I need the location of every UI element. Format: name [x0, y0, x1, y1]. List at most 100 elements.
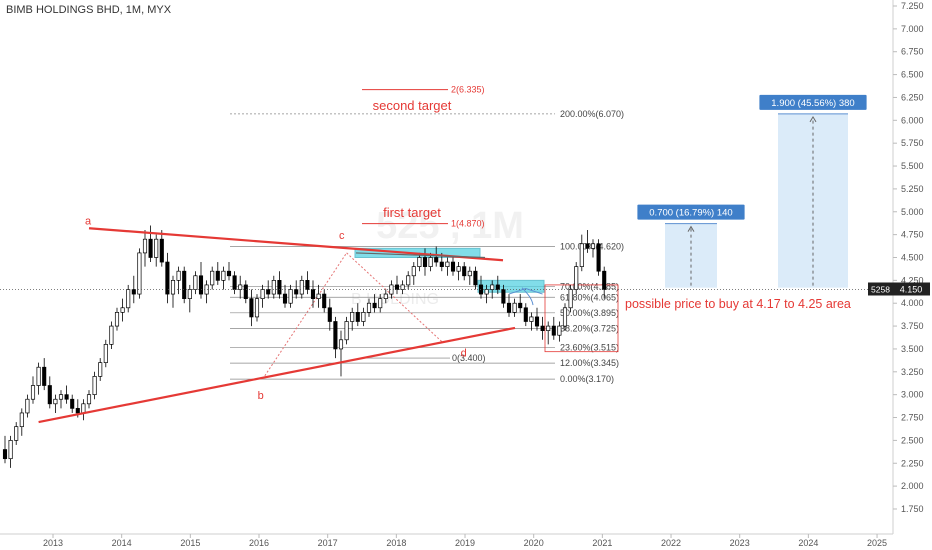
candle-body	[271, 280, 276, 295]
x-tick-label: 2018	[386, 538, 406, 548]
candle-body	[142, 238, 148, 254]
candle-body	[512, 302, 517, 313]
ticker-label: 5258	[871, 284, 890, 294]
y-tick-label: 3.250	[901, 367, 924, 377]
candle-body	[355, 312, 360, 322]
candle-body	[411, 266, 416, 277]
x-tick-label: 2025	[867, 538, 887, 548]
projection-label-bg	[637, 204, 745, 220]
candle-body	[266, 289, 271, 295]
candle-body	[81, 403, 86, 414]
y-tick-label: 2.500	[901, 435, 924, 445]
candle-body	[394, 284, 400, 290]
candle-body	[327, 307, 332, 322]
projection-arrow-head	[809, 115, 817, 123]
candle-body	[64, 394, 69, 400]
candle-body	[361, 312, 366, 322]
candle-body	[406, 275, 411, 286]
upper-trendline	[88, 227, 504, 262]
y-tick-label: 4.250	[901, 275, 924, 285]
target-label: 1(4.870)	[451, 219, 485, 229]
candle-body	[193, 275, 198, 290]
chart-title: BIMB HOLDINGS BHD, 1M, MYX	[6, 4, 172, 16]
candle-body	[232, 275, 237, 290]
fib-level-label: 0.00%(3.170)	[560, 374, 614, 384]
candle-body	[109, 325, 114, 345]
candle-body	[310, 289, 316, 299]
candle-body	[439, 261, 444, 267]
y-tick-label: 5.500	[901, 161, 924, 171]
candle-body	[243, 284, 248, 299]
y-tick-label: 6.500	[901, 70, 924, 80]
candle-body	[579, 243, 584, 267]
y-tick-label: 4.000	[901, 298, 924, 308]
candle-body	[551, 325, 556, 336]
lower-trendline	[38, 326, 516, 424]
candle-body	[30, 385, 36, 400]
candle-body	[14, 426, 19, 441]
buy-zone-arrow	[508, 288, 543, 295]
x-tick-label: 2024	[798, 538, 818, 548]
candle-body	[70, 398, 75, 409]
candle-body	[546, 325, 551, 331]
projection-arrow-head	[687, 225, 695, 232]
candle-body	[495, 284, 500, 290]
fib-level-label: 200.00%(6.070)	[560, 109, 624, 119]
candle-body	[75, 408, 80, 414]
candle-body	[574, 266, 579, 290]
buy-zone	[477, 279, 545, 293]
candle-body	[322, 293, 327, 309]
candle-body	[383, 293, 388, 299]
candle-body	[467, 270, 472, 277]
candle-body	[366, 302, 372, 313]
candle-body	[372, 302, 377, 309]
y-tick-label: 6.750	[901, 47, 924, 57]
candle-body	[518, 302, 523, 309]
candle-body	[19, 412, 24, 428]
candle-body	[602, 270, 607, 290]
candle-body	[53, 398, 58, 405]
buy-bracket-box	[544, 284, 619, 353]
ticker-label-bg	[868, 282, 893, 296]
y-tick-label: 4.500	[901, 252, 924, 262]
candle-body	[450, 261, 456, 272]
candle-body	[238, 284, 243, 290]
wave-label: a	[85, 216, 92, 228]
candle-body	[25, 398, 30, 414]
y-tick-label: 3.500	[901, 344, 924, 354]
candle-body	[249, 298, 254, 318]
candle-body	[562, 307, 568, 327]
y-tick-label: 7.250	[901, 1, 924, 11]
target-caption: second target	[373, 98, 452, 113]
candle-body	[131, 289, 136, 295]
y-tick-label: 2.000	[901, 481, 924, 491]
candle-body	[187, 289, 192, 299]
target-label: 2(6.335)	[451, 85, 485, 95]
fib-level-label: 38.20%(3.725)	[560, 323, 619, 333]
candle-body	[282, 293, 288, 304]
candle-body	[198, 275, 204, 295]
candle-body	[120, 307, 125, 313]
candle-body	[534, 316, 540, 327]
candle-body	[182, 270, 187, 299]
x-tick-label: 2013	[43, 538, 63, 548]
candle-body	[305, 280, 310, 290]
x-tick-label: 2017	[318, 538, 338, 548]
wave-bc-line	[262, 252, 348, 380]
candle-body	[8, 440, 13, 460]
wave-label: d	[461, 347, 467, 359]
candle-body	[294, 289, 299, 295]
candle-body	[445, 261, 450, 267]
candle-body	[254, 298, 260, 318]
y-tick-label: 7.000	[901, 24, 924, 34]
y-tick-label: 6.000	[901, 115, 924, 125]
candle-body	[350, 312, 355, 322]
candle-body	[434, 257, 439, 263]
candle-body	[260, 289, 265, 299]
candle-body	[92, 376, 97, 396]
candle-body	[42, 366, 47, 386]
wave-cd-line	[346, 252, 443, 342]
candle-body	[126, 289, 131, 309]
candle-body	[462, 266, 467, 277]
